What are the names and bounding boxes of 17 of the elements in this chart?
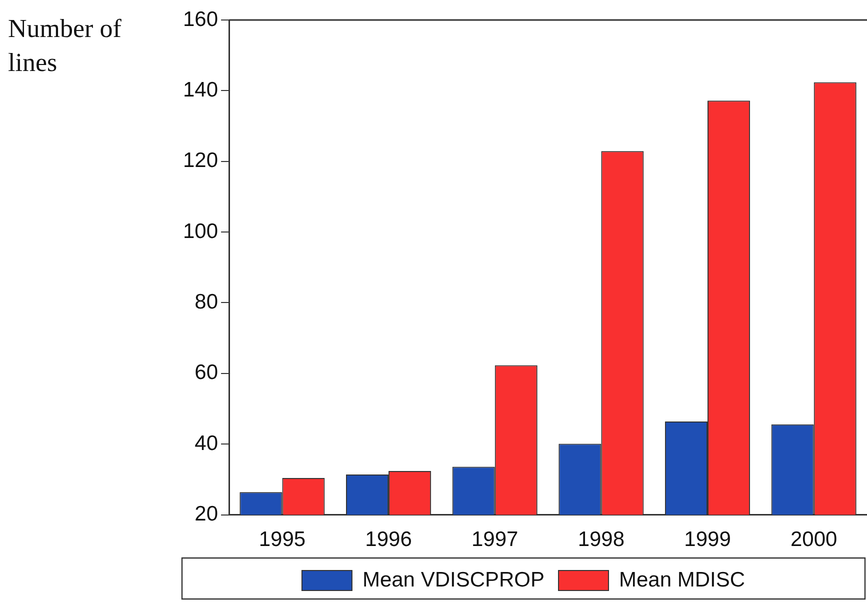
x-tick-label: 1997 [471,528,518,552]
x-tick-label: 2000 [790,528,838,552]
x-tick-label: 1995 [258,528,306,552]
y-tick-label: 20 [194,502,218,526]
legend-label: Mean MDISC [619,568,746,592]
x-tick-label: 1996 [365,528,412,552]
y-tick-label: 140 [182,78,218,102]
y-tick-label: 100 [182,220,218,243]
y-axis-title: Number of lines [8,13,122,79]
y-tick-label: 60 [194,361,218,384]
x-tick-label: 1999 [684,528,731,552]
y-tick-label: 120 [182,149,218,172]
y-tick-label: 160 [182,8,218,31]
x-tick-label: 1998 [578,528,625,552]
y-tick-label: 80 [194,290,218,314]
y-tick-label: 40 [194,432,218,455]
legend-label: Mean VDISCPROP [362,568,545,592]
